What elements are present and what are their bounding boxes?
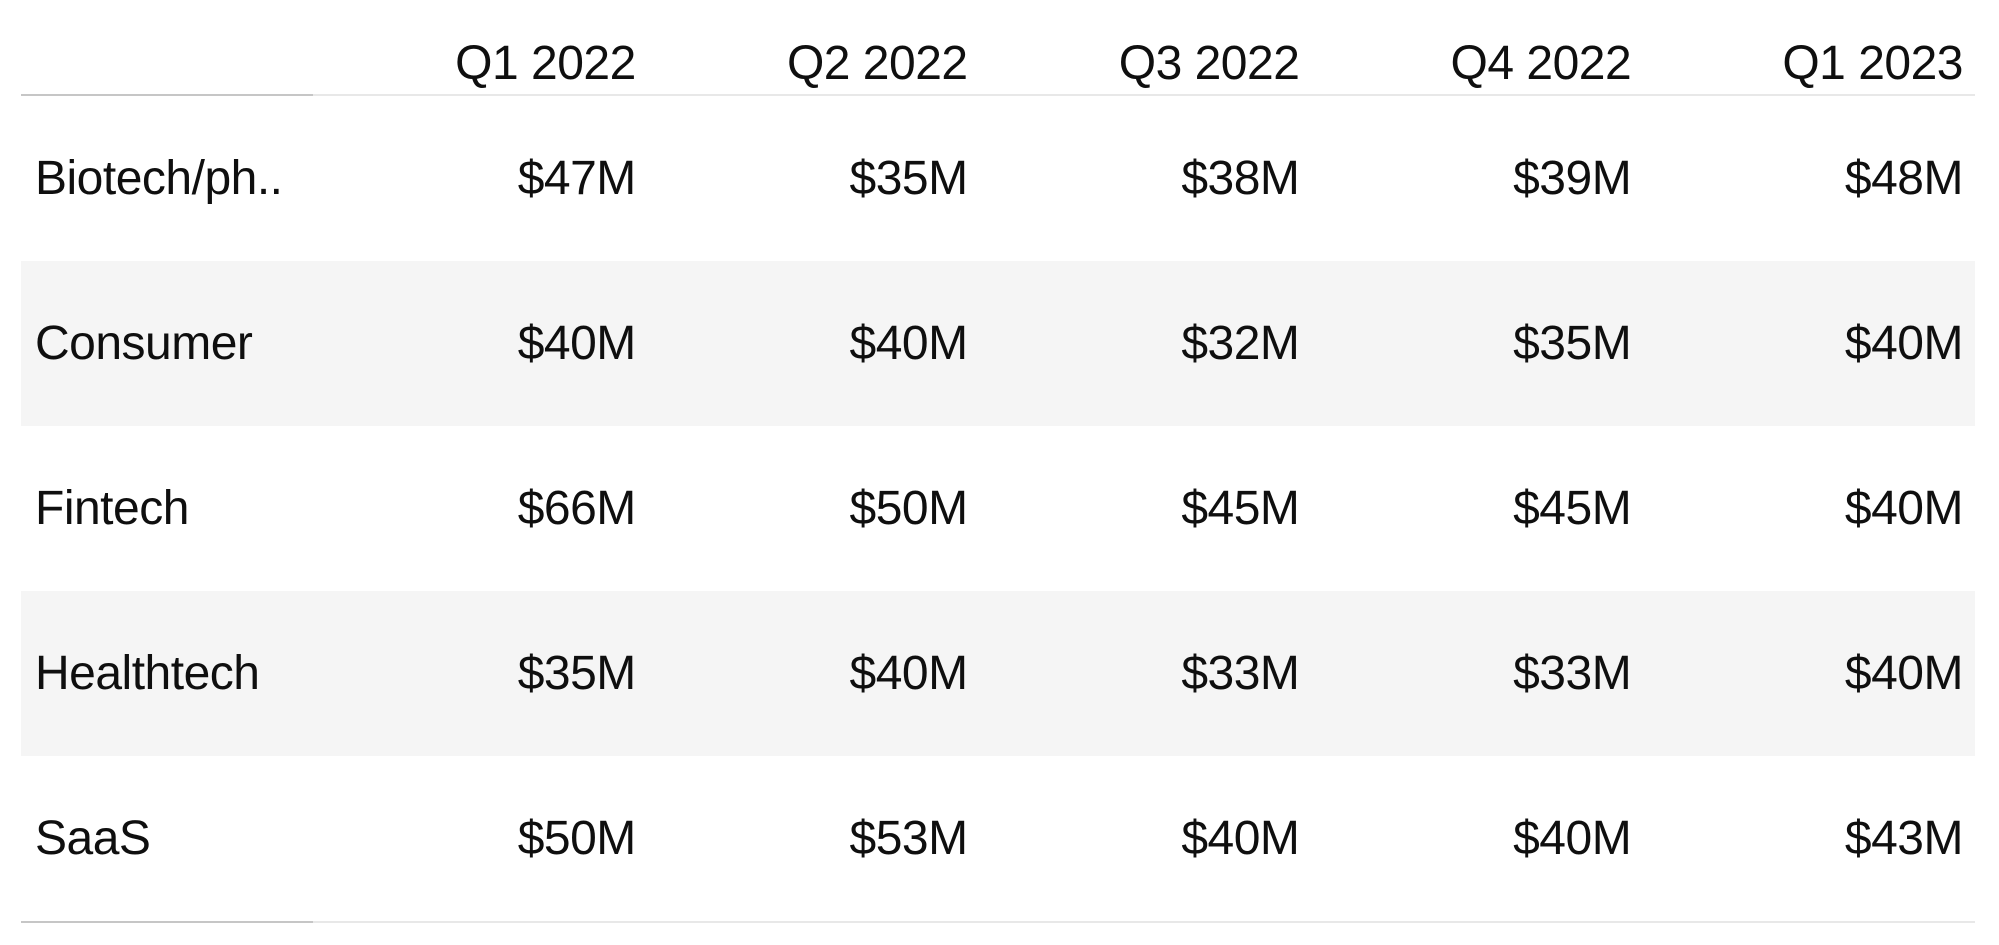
cell-biotech-q2-2022: $35M (849, 152, 969, 205)
cell-saas-q1-2022: $50M (517, 812, 637, 865)
column-header-q1-2023: Q1 2023 (1782, 37, 1963, 90)
cell-healthtech-q1-2023: $40M (1844, 647, 1964, 700)
row-label-fintech: Fintech (35, 482, 189, 535)
row-label-biotech: Biotech/ph.. (35, 152, 283, 205)
table-row-biotech: Biotech/ph.. $47M $35M $38M $39M $48M (21, 96, 1975, 261)
row-label-consumer: Consumer (35, 317, 253, 370)
cell-consumer-q2-2022: $40M (849, 317, 969, 370)
table-row-fintech: Fintech $66M $50M $45M $45M $40M (21, 426, 1975, 591)
cell-saas-q3-2022: $40M (1181, 812, 1300, 865)
header-divider-body-segment (313, 94, 1975, 96)
cell-fintech-q1-2023: $40M (1844, 482, 1964, 535)
cell-saas-q2-2022: $53M (849, 812, 969, 865)
cell-saas-q1-2023: $43M (1844, 812, 1964, 865)
cell-fintech-q4-2022: $45M (1513, 482, 1632, 535)
cell-healthtech-q4-2022: $33M (1513, 647, 1632, 700)
cell-biotech-q1-2022: $47M (517, 152, 637, 205)
cell-consumer-q3-2022: $32M (1181, 317, 1300, 370)
cell-fintech-q1-2022: $66M (517, 482, 637, 535)
bottom-divider-body-segment (313, 921, 1975, 923)
table-bottom-divider (21, 921, 1975, 923)
funding-by-sector-table: Q1 2022 Q2 2022 Q3 2022 Q4 2022 Q1 2023 … (21, 0, 1975, 923)
table-row-consumer: Consumer $40M $40M $32M $35M $40M (21, 261, 1975, 426)
header-divider-label-segment (21, 94, 313, 96)
table-row-saas: SaaS $50M $53M $40M $40M $43M (21, 756, 1975, 921)
cell-biotech-q1-2023: $48M (1844, 152, 1964, 205)
cell-healthtech-q3-2022: $33M (1181, 647, 1300, 700)
column-header-q2-2022: Q2 2022 (786, 37, 968, 90)
row-label-saas: SaaS (35, 812, 151, 865)
cell-saas-q4-2022: $40M (1513, 812, 1632, 865)
cell-fintech-q3-2022: $45M (1181, 482, 1300, 535)
table-header-row: Q1 2022 Q2 2022 Q3 2022 Q4 2022 Q1 2023 (21, 0, 1975, 94)
header-divider (21, 94, 1975, 96)
cell-biotech-q3-2022: $38M (1181, 152, 1300, 205)
column-header-q3-2022: Q3 2022 (1118, 37, 1300, 90)
table-row-healthtech: Healthtech $35M $40M $33M $33M $40M (21, 591, 1975, 756)
column-header-q1-2022: Q1 2022 (455, 37, 636, 90)
cell-consumer-q4-2022: $35M (1513, 317, 1632, 370)
column-header-q4-2022: Q4 2022 (1450, 37, 1632, 90)
cell-healthtech-q2-2022: $40M (849, 647, 969, 700)
cell-biotech-q4-2022: $39M (1513, 152, 1632, 205)
cell-fintech-q2-2022: $50M (849, 482, 969, 535)
cell-consumer-q1-2023: $40M (1844, 317, 1964, 370)
cell-healthtech-q1-2022: $35M (517, 647, 637, 700)
row-label-healthtech: Healthtech (35, 647, 260, 700)
cell-consumer-q1-2022: $40M (517, 317, 637, 370)
bottom-divider-label-segment (21, 921, 313, 923)
